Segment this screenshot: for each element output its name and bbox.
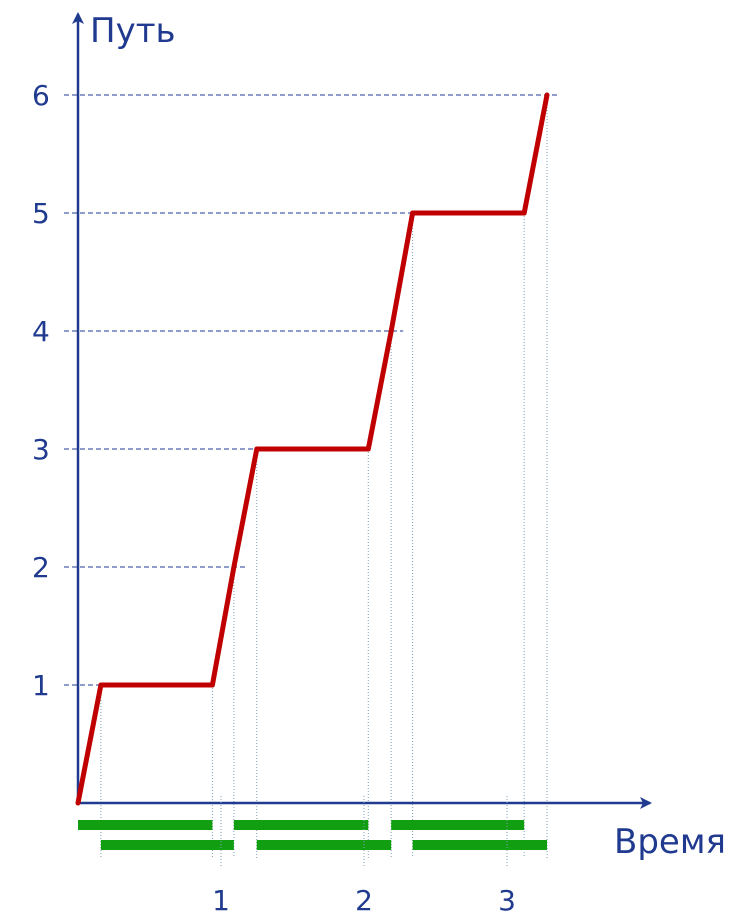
x-axis-title: Время xyxy=(614,822,726,862)
x-tick-label: 3 xyxy=(498,884,516,917)
y-tick-label: 4 xyxy=(32,315,50,348)
x-tick-label: 2 xyxy=(355,884,373,917)
y-axis-title: Путь xyxy=(90,11,176,51)
y-tick-label: 5 xyxy=(32,197,50,230)
y-tick-label: 3 xyxy=(32,433,50,466)
ticks: 1 2 3 4 5 6 1 2 3 xyxy=(32,79,516,917)
x-tick-label: 1 xyxy=(212,884,230,917)
y-tick-label: 1 xyxy=(32,669,50,702)
guide-lines xyxy=(64,94,560,858)
interval-bars xyxy=(78,820,548,850)
series-line xyxy=(75,92,550,806)
y-tick-label: 6 xyxy=(32,79,50,112)
y-tick-label: 2 xyxy=(32,551,50,584)
